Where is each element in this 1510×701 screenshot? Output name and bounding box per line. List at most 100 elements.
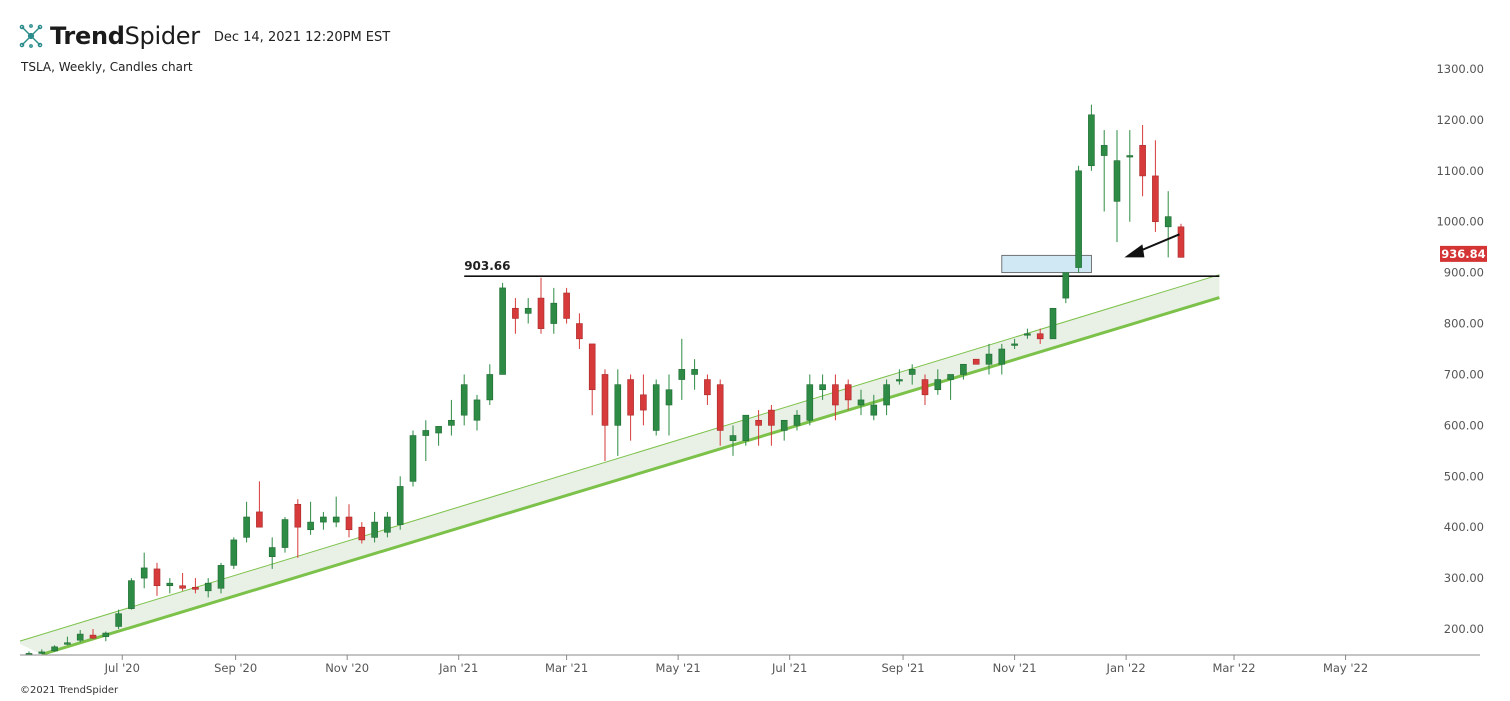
candle-body [448, 419, 455, 426]
candle-body [486, 374, 494, 401]
candle-body [768, 409, 775, 426]
candle-body [512, 307, 519, 319]
candle-body [832, 384, 839, 406]
candle-body [192, 586, 199, 590]
candle-body [972, 358, 980, 365]
candle-body [960, 363, 967, 375]
candle [691, 359, 698, 390]
candle-body [320, 516, 327, 523]
candle-body [678, 369, 686, 380]
candle [153, 562, 161, 596]
candle-body [243, 516, 250, 538]
candle-body [563, 292, 570, 319]
candle [1100, 130, 1108, 212]
candle [358, 522, 366, 544]
candle-body [1088, 114, 1095, 167]
x-tick-label: Sep '20 [214, 661, 257, 675]
resistance-label: 903.66 [464, 259, 510, 273]
candle [563, 287, 570, 324]
candle-body [102, 632, 110, 637]
candle-body [115, 613, 122, 627]
candle [332, 496, 340, 528]
candle [307, 501, 314, 535]
candle [64, 636, 71, 646]
candle [1049, 307, 1057, 340]
candle [128, 578, 135, 610]
candle-body [396, 486, 404, 525]
candle [371, 511, 378, 543]
candle [89, 629, 97, 640]
candle [422, 420, 430, 461]
candle [1139, 125, 1146, 197]
candle [998, 343, 1006, 375]
candle-body [716, 384, 724, 431]
candle [755, 410, 762, 446]
candle-body [524, 307, 532, 314]
candle [857, 389, 865, 416]
candle-body [729, 435, 737, 441]
candle-body [281, 519, 289, 548]
y-tick-label: 900.00 [1444, 266, 1484, 280]
candle [768, 405, 775, 446]
candle [256, 481, 263, 528]
candle [972, 358, 980, 365]
candle [576, 313, 583, 349]
last-price-badge [1440, 245, 1487, 262]
candle-body [755, 419, 762, 426]
y-tick-label: 500.00 [1444, 469, 1484, 483]
candle [947, 374, 954, 400]
candle-body [1049, 307, 1057, 340]
candle [614, 369, 622, 456]
candle-body [422, 430, 430, 436]
candle [652, 379, 660, 436]
candle-body [742, 414, 750, 441]
x-tick-label: Jul '20 [104, 661, 140, 675]
candle-body [947, 374, 954, 380]
channel-upper-line [20, 274, 1220, 642]
candle-body [76, 633, 84, 641]
candle-body [704, 379, 711, 396]
candle [268, 537, 276, 569]
candle [243, 501, 250, 543]
candle [1164, 191, 1172, 258]
candle [742, 414, 750, 446]
candle-body [896, 379, 903, 382]
candle [294, 499, 302, 558]
candle [934, 369, 942, 395]
chart-timestamp: Dec 14, 2021 12:20PM EST [213, 29, 391, 45]
candle [1036, 328, 1044, 344]
candle [51, 645, 58, 652]
candle-body [217, 565, 225, 589]
candle-body [332, 516, 340, 523]
candle [473, 394, 481, 431]
brand-light: Spider [124, 22, 201, 50]
candle [460, 374, 468, 426]
candle-body [998, 348, 1006, 365]
candle [409, 430, 417, 487]
candle-body [371, 521, 378, 538]
candle-body [1100, 145, 1108, 156]
candle [384, 511, 391, 538]
candle [780, 419, 788, 441]
candle [1088, 104, 1095, 171]
candle-body [1113, 160, 1121, 202]
candle-body [384, 516, 391, 533]
candle-body [908, 369, 916, 375]
x-tick-label: Mar '22 [1212, 661, 1255, 675]
candle [345, 504, 353, 538]
candle-body [38, 651, 46, 654]
annotation-arrow-shaft [1136, 233, 1180, 254]
trendspider-logo-icon [19, 24, 43, 48]
candle-body [307, 521, 314, 531]
candle-body [140, 567, 148, 579]
candle-body [89, 634, 97, 639]
candle-body [627, 379, 634, 416]
candle [38, 649, 46, 654]
chart-subtitle: TSLA, Weekly, Candles chart [21, 60, 193, 74]
candle [435, 426, 442, 446]
candle [704, 374, 711, 405]
last-price-label: 936.84 [1441, 247, 1485, 261]
support-channel-fill [20, 274, 1220, 655]
candle-body [153, 568, 161, 587]
